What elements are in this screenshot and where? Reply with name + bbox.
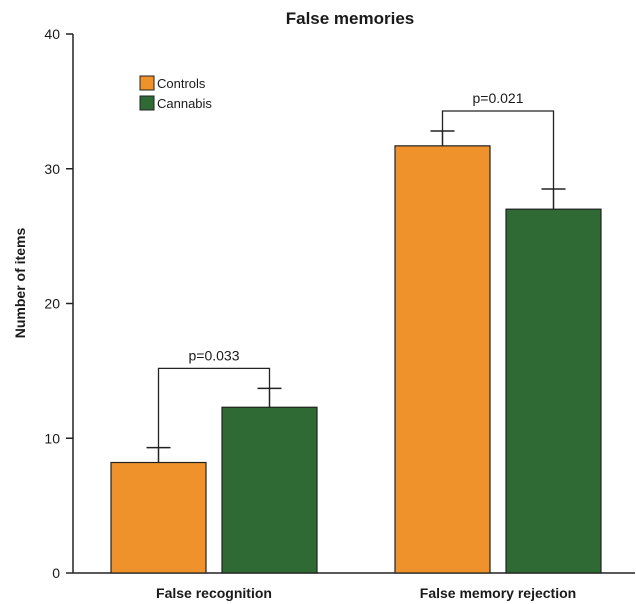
category-labels: False recognition False memory rejection [156,585,576,601]
significance-bracket [441,110,555,189]
error-bars [146,130,566,463]
chart-title: False memories [286,9,415,28]
bar-cannabis-1 [221,406,318,574]
p-value-label: p=0.021 [473,90,524,106]
x-category-label: False recognition [156,585,272,601]
y-tick-label: 30 [44,161,60,177]
x-category-label: False memory rejection [420,585,576,601]
significance-brackets: p=0.033 p=0.021 [157,90,555,448]
p-value-label: p=0.033 [189,347,240,363]
legend-swatch-controls [139,75,155,91]
legend-swatch-cannabis [139,95,155,111]
y-axis-label: Number of items [12,228,28,339]
bar-controls-1 [110,461,207,574]
y-tick-label: 20 [44,296,60,312]
legend-label-cannabis: Cannabis [157,96,212,111]
y-ticks: 0 10 20 30 40 [44,26,73,581]
y-tick-label: 10 [44,430,60,446]
legend: Controls Cannabis [139,75,212,111]
bar-controls-2 [394,145,491,574]
significance-bracket [157,367,271,448]
y-tick-label: 0 [52,565,60,581]
legend-label-controls: Controls [157,76,206,91]
y-tick-label: 40 [44,26,60,42]
bars [110,145,602,574]
bar-cannabis-2 [505,208,602,574]
